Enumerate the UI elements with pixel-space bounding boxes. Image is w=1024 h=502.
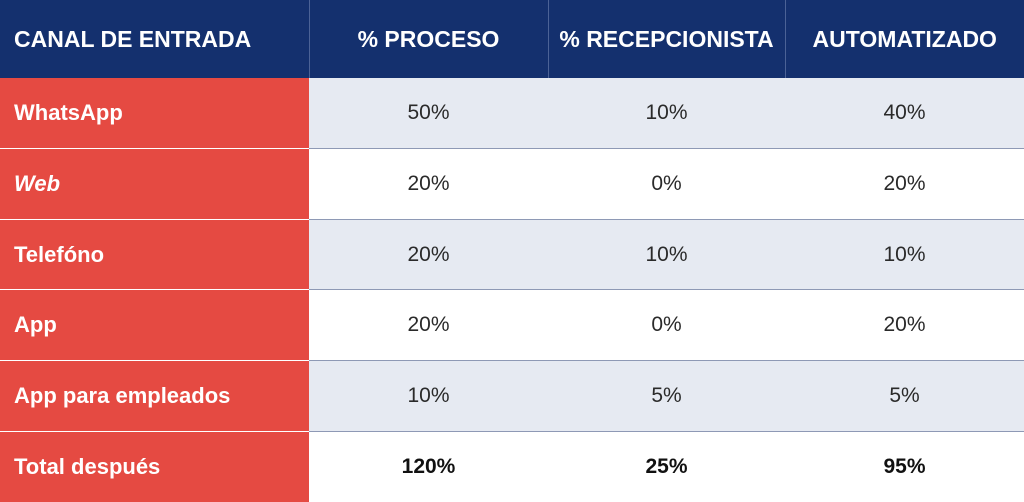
total-proceso-cell: 120% <box>309 430 548 502</box>
header-recepcionista: % RECEPCIONISTA <box>547 0 785 78</box>
recepcionista-cell: 0% <box>548 289 785 361</box>
table-row: App 20% 0% 20% <box>0 289 1024 361</box>
total-label: Total después <box>0 430 309 502</box>
automatizado-cell: 20% <box>785 289 1024 361</box>
channel-label: Telefóno <box>0 218 309 290</box>
proceso-cell: 50% <box>309 78 548 149</box>
header-automatizado: AUTOMATIZADO <box>784 0 1024 78</box>
proceso-cell: 20% <box>309 218 548 290</box>
header-row: CANAL DE ENTRADA % PROCESO % RECEPCIONIS… <box>0 0 1024 78</box>
header-proceso: % PROCESO <box>308 0 548 78</box>
table-header: CANAL DE ENTRADA % PROCESO % RECEPCIONIS… <box>0 0 1024 78</box>
total-recepcionista-cell: 25% <box>548 430 785 502</box>
channel-label: Web <box>0 148 309 220</box>
channel-label: WhatsApp <box>0 78 309 149</box>
total-row: Total después 120% 25% 95% <box>0 430 1024 502</box>
proceso-cell: 20% <box>309 148 548 220</box>
header-canal: CANAL DE ENTRADA <box>0 0 309 78</box>
recepcionista-cell: 0% <box>548 148 785 220</box>
automatizado-cell: 10% <box>785 218 1024 290</box>
automatizado-cell: 20% <box>785 148 1024 220</box>
recepcionista-cell: 10% <box>548 218 785 290</box>
automatizado-cell: 5% <box>785 360 1024 432</box>
table-row: WhatsApp 50% 10% 40% <box>0 78 1024 149</box>
proceso-cell: 10% <box>309 360 548 432</box>
total-automatizado-cell: 95% <box>785 430 1024 502</box>
table-row: App para empleados 10% 5% 5% <box>0 360 1024 432</box>
channel-label: App <box>0 289 309 361</box>
channel-label: App para empleados <box>0 360 309 432</box>
automatizado-cell: 40% <box>785 78 1024 149</box>
table-body: WhatsApp 50% 10% 40% Web 20% 0% 20% Tele… <box>0 78 1024 502</box>
recepcionista-cell: 10% <box>548 78 785 149</box>
recepcionista-cell: 5% <box>548 360 785 432</box>
proceso-cell: 20% <box>309 289 548 361</box>
table-row: Web 20% 0% 20% <box>0 148 1024 220</box>
table-row: Telefóno 20% 10% 10% <box>0 218 1024 290</box>
